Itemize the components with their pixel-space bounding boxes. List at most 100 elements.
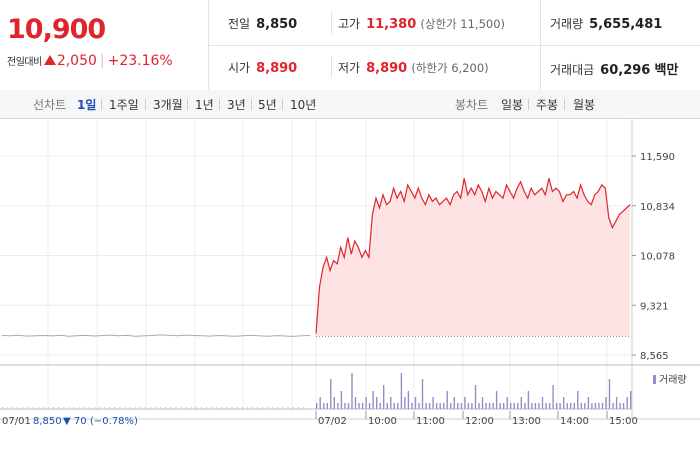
volume-bar — [114, 407, 116, 409]
y-tick-label: 8,565 — [640, 351, 669, 362]
volume-bar — [425, 403, 427, 409]
prev-close-cell: 전일 8,850 — [228, 15, 297, 32]
tab-separator — [187, 99, 188, 110]
volume-bar — [42, 407, 44, 409]
volume-bar — [175, 407, 177, 409]
high-cell: 고가 11,380 (상한가 11,500) — [338, 15, 505, 32]
price-change-row: 전일대비 2,050 | +23.16% — [7, 53, 173, 69]
high-value: 11,380 — [366, 17, 417, 32]
upper-limit: (상한가 11,500) — [420, 17, 506, 31]
volume-bar — [513, 403, 515, 409]
volume-bar — [241, 407, 243, 409]
volume-bar — [524, 403, 526, 409]
volume-bar — [443, 403, 445, 409]
volume-bar — [170, 407, 172, 409]
tab-weekly[interactable]: 주봉 — [536, 98, 559, 112]
volume-bar — [390, 397, 392, 409]
volume-bar — [7, 407, 9, 409]
volume-value: 5,655,481 — [589, 17, 663, 32]
tab-daily[interactable]: 일봉 — [501, 98, 524, 112]
volume-bar — [282, 407, 284, 409]
volume-bar — [58, 407, 60, 409]
volume-bar — [584, 403, 586, 409]
volume-bar — [534, 403, 537, 409]
volume-bar — [619, 403, 621, 409]
volume-bar — [615, 397, 618, 409]
tab-10y[interactable]: 10년 — [290, 98, 317, 112]
volume-bar — [347, 403, 350, 409]
volume-bar — [73, 407, 75, 409]
volume-bar — [83, 407, 85, 409]
tab-separator — [145, 99, 146, 110]
volume-bar — [527, 391, 530, 409]
tab-1y[interactable]: 1년 — [195, 98, 214, 112]
volume-bar — [376, 397, 378, 409]
tab-3y[interactable]: 3년 — [227, 98, 246, 112]
prev-close-label: 전일 — [228, 17, 251, 31]
low-cell: 저가 8,890 (하한가 6,200) — [338, 59, 489, 76]
volume-bar — [47, 407, 49, 409]
volume-bar — [149, 407, 151, 409]
volume-bar — [467, 403, 470, 409]
volume-bar — [292, 407, 294, 409]
volume-bar — [17, 407, 19, 409]
volume-bar — [63, 407, 65, 409]
volume-bar — [393, 403, 395, 409]
line-chart-label: 선차트 — [33, 98, 67, 112]
volume-bar — [626, 397, 628, 409]
tab-monthly[interactable]: 월봉 — [573, 98, 596, 112]
current-price-box: 10,900 전일대비 2,050 | +23.16% — [0, 0, 209, 90]
volume-bar — [22, 407, 24, 409]
open-cell: 시가 8,890 — [228, 59, 297, 76]
volume-bar — [411, 403, 413, 409]
volume-bar — [517, 403, 519, 409]
volume-bar — [78, 407, 80, 409]
volume-bar — [37, 407, 39, 409]
volume-bar — [297, 407, 299, 409]
volume-bar — [246, 407, 248, 409]
tab-3m[interactable]: 3개월 — [153, 98, 183, 112]
volume-bar — [506, 397, 508, 409]
x-tick-label: 13:00 — [512, 416, 541, 427]
divider — [331, 12, 332, 34]
tab-5y[interactable]: 5년 — [258, 98, 277, 112]
volume-bar — [538, 403, 540, 409]
amount-unit: 백만 — [654, 63, 679, 78]
volume-bar — [333, 397, 335, 409]
volume-bar — [580, 403, 582, 409]
x-tick-label: 14:00 — [560, 416, 589, 427]
tab-1w[interactable]: 1주일 — [109, 98, 139, 112]
volume-bar — [257, 407, 258, 409]
volume-bar — [190, 407, 192, 409]
x-axis-ticks: 07/02 10:00 11:00 12:00 13:00 14:00 15:00 — [315, 411, 638, 427]
volume-bar — [460, 403, 463, 409]
volume-bar — [316, 403, 318, 409]
volume-bar — [503, 403, 505, 409]
volume-bar — [474, 385, 477, 409]
volume-bar — [27, 407, 29, 409]
volume-bar — [231, 407, 233, 409]
volume-bar — [598, 403, 600, 409]
volume-bar — [155, 407, 156, 409]
volume-bar — [32, 407, 34, 409]
volume-bars — [2, 373, 632, 409]
prev-change-pct-label: (−0.78%) — [90, 416, 138, 427]
volume-bar — [129, 407, 131, 409]
tab-1d[interactable]: 1일 — [77, 98, 97, 112]
volume-bar — [119, 407, 121, 409]
volume-legend-swatch — [653, 375, 656, 384]
candle-chart-label: 봉차트 — [455, 98, 489, 112]
volume-bar — [134, 407, 136, 409]
volume-bar — [361, 403, 364, 409]
volume-bar — [587, 397, 590, 409]
prev-change-label: ▼ 70 — [63, 416, 87, 427]
volume-bar — [548, 403, 551, 409]
volume-bar — [206, 407, 207, 409]
low-label: 저가 — [338, 61, 361, 75]
tab-separator — [251, 99, 252, 110]
volume-bar — [165, 407, 167, 409]
volume-bar — [601, 403, 604, 409]
volume-bar — [446, 391, 448, 409]
volume-bar — [397, 403, 399, 409]
volume-bar — [368, 403, 371, 409]
